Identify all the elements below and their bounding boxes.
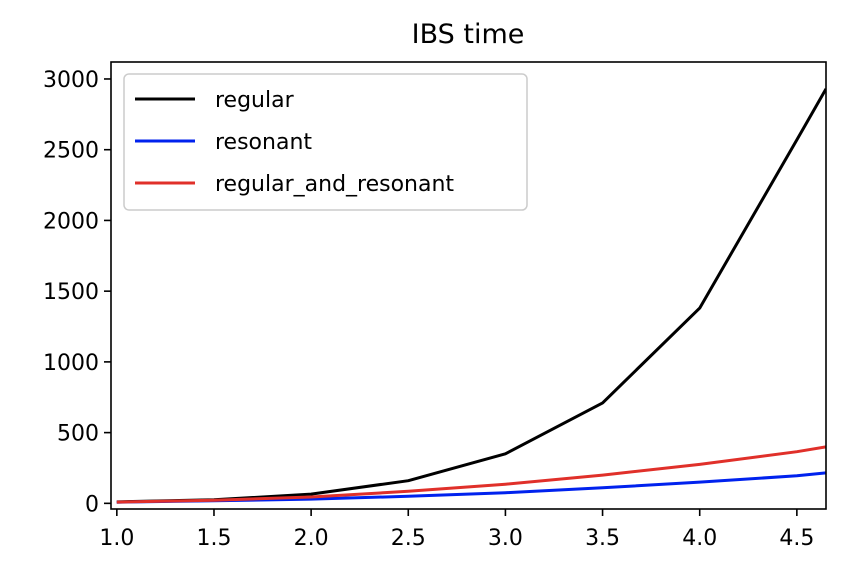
legend: regular resonant regular_and_resonant bbox=[123, 73, 528, 211]
y-tick-label: 2500 bbox=[43, 139, 99, 164]
legend-label: resonant bbox=[215, 130, 312, 155]
x-tick-label: 2.5 bbox=[391, 526, 426, 551]
series-line-regular_and_resonant bbox=[116, 445, 826, 504]
plot-frame bbox=[110, 61, 827, 510]
axes-layer: 1.0 1.5 2.0 2.5 3.0 3.5 4.0 4.5 0 500 1000 1500 2000… bbox=[43, 68, 814, 551]
y-tick-label: 1500 bbox=[43, 280, 99, 305]
chart-title: IBS time bbox=[412, 19, 525, 50]
x-tick-label: 1.5 bbox=[196, 526, 231, 551]
x-tick-label: 4.0 bbox=[682, 526, 717, 551]
legend-box bbox=[123, 73, 528, 211]
x-tick-label: 3.5 bbox=[585, 526, 620, 551]
y-tick-label: 500 bbox=[57, 422, 99, 447]
legend-label: regular_and_resonant bbox=[215, 172, 454, 197]
x-tick-label: 2.0 bbox=[294, 526, 329, 551]
series-layer bbox=[116, 88, 826, 504]
y-tick-label: 0 bbox=[85, 492, 99, 517]
x-tick-label: 3.0 bbox=[488, 526, 523, 551]
x-tick-label: 4.5 bbox=[779, 526, 814, 551]
y-tick-label: 1000 bbox=[43, 351, 99, 376]
y-tick-label: 3000 bbox=[43, 68, 99, 93]
legend-label: regular bbox=[215, 88, 295, 113]
y-tick-label: 2000 bbox=[43, 209, 99, 234]
x-tick-label: 1.0 bbox=[99, 526, 134, 551]
